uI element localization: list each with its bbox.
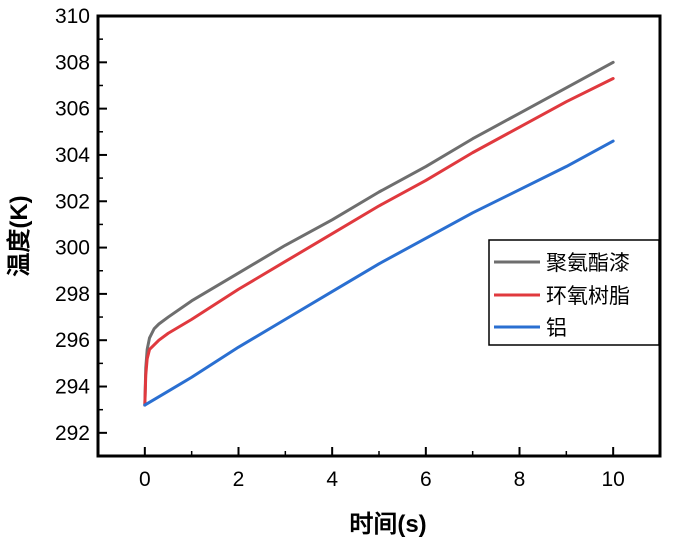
y-tick-label: 298: [55, 283, 90, 306]
x-axis: 0 2 4 6 8 10: [97, 447, 661, 491]
y-tick-label: 310: [55, 5, 90, 28]
y-tick-label: 292: [55, 422, 90, 445]
series-line-1: [143, 60, 615, 407]
y-tick-label: 302: [55, 190, 90, 213]
x-tick-label: 10: [601, 468, 624, 491]
series-line-3: [143, 139, 615, 407]
x-tick-label: 2: [233, 468, 245, 491]
x-tick-label: 8: [514, 468, 526, 491]
y-axis-title: 温度(K): [5, 195, 33, 276]
x-tick-label: 4: [326, 468, 338, 491]
legend-label-2: 环氧树脂: [546, 284, 630, 308]
series-line-2: [143, 77, 615, 407]
legend: 聚氨酯漆 环氧树脂 铝: [488, 239, 660, 346]
y-tick-label: 306: [55, 98, 90, 121]
legend-label-3: 铝: [546, 316, 567, 340]
legend-label-1: 聚氨酯漆: [546, 251, 630, 275]
y-tick-label: 296: [55, 329, 90, 352]
y-tick-label: 294: [55, 376, 90, 399]
y-tick-label: 304: [55, 144, 90, 167]
y-tick-label: 300: [55, 237, 90, 260]
y-tick-label: 308: [55, 51, 90, 74]
x-tick-label: 0: [139, 468, 151, 491]
x-axis-title: 时间(s): [349, 511, 426, 538]
plot-lines: [143, 60, 615, 407]
y-axis: 292 294 296 298 300 302 304 306 308 310: [55, 5, 107, 457]
x-tick-label: 6: [420, 468, 432, 491]
